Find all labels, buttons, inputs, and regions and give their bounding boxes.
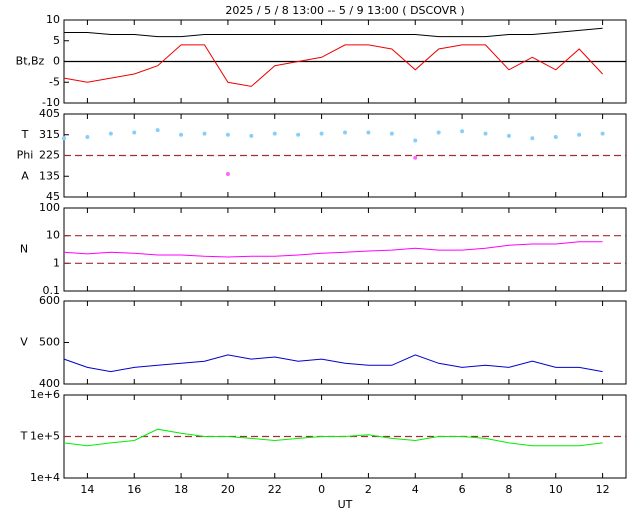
data-point [530, 136, 535, 141]
y-axis-label: A [21, 169, 29, 182]
data-point [343, 130, 347, 135]
data-point [132, 130, 137, 135]
y-axis-label: Bt,Bz [16, 55, 45, 68]
y-tick-label: 45 [46, 190, 60, 203]
data-point [600, 131, 605, 136]
data-line [63, 354, 603, 373]
data-point [108, 131, 113, 136]
data-point [296, 132, 301, 137]
y-tick-label: 0 [53, 55, 60, 68]
x-tick-label: 10 [549, 483, 563, 496]
data-point [436, 130, 441, 135]
y-tick-label: 315 [39, 128, 60, 141]
data-point [225, 132, 230, 137]
y-tick-label: 10 [46, 229, 60, 242]
y-tick-label: 5 [53, 34, 60, 47]
y-tick-label: 1e+6 [30, 388, 60, 401]
x-tick-label: 20 [221, 483, 235, 496]
x-tick-label: 0 [318, 483, 325, 496]
x-tick-label: 6 [459, 483, 466, 496]
data-point [483, 131, 488, 136]
data-point [272, 131, 277, 136]
data-point [577, 132, 582, 137]
data-point [85, 135, 90, 140]
data-line [63, 428, 603, 447]
y-tick-label: 135 [39, 169, 60, 182]
x-tick-label: 22 [268, 483, 282, 496]
data-point [319, 131, 324, 136]
y-tick-label: 100 [39, 201, 60, 214]
data-point [553, 135, 558, 140]
x-tick-label: 14 [80, 483, 94, 496]
data-point [155, 128, 160, 133]
data-point [62, 136, 66, 141]
y-tick-label: 1e+5 [30, 430, 60, 443]
y-axis-label: T [21, 128, 29, 141]
y-tick-label: 0.1 [43, 284, 61, 297]
data-point [202, 131, 207, 136]
x-tick-label: 16 [127, 483, 141, 496]
y-axis-label: V [20, 336, 28, 349]
x-tick-label: 4 [412, 483, 419, 496]
data-point [179, 132, 184, 137]
data-point [389, 131, 394, 136]
y-tick-label: 400 [39, 377, 60, 390]
data-point [506, 133, 511, 138]
data-line [63, 241, 603, 258]
plot-frame [63, 300, 627, 385]
x-tick-label: 2 [365, 483, 372, 496]
x-tick-label: 12 [596, 483, 610, 496]
y-tick-label: -10 [42, 96, 60, 109]
x-tick-label: 8 [505, 483, 512, 496]
chart-title: 2025 / 5 / 8 13:00 -- 5 / 9 13:00 ( DSCO… [225, 4, 464, 17]
data-point [460, 129, 465, 134]
y-tick-label: 500 [39, 336, 60, 349]
data-line [64, 27, 603, 38]
y-axis-label: N [20, 243, 28, 256]
plot-frame [63, 207, 627, 292]
y-tick-label: 600 [39, 294, 60, 307]
data-point [249, 133, 254, 138]
data-point [225, 171, 230, 176]
y-tick-label: 405 [39, 107, 60, 120]
y-axis-label: Phi [17, 149, 34, 162]
data-point [413, 155, 418, 160]
y-tick-label: 225 [39, 149, 60, 162]
y-axis-label: T [20, 430, 28, 443]
y-tick-label: 10 [46, 13, 60, 26]
x-axis-label: UT [338, 498, 353, 511]
data-line [63, 44, 603, 87]
data-point [413, 138, 418, 143]
data-point [366, 130, 371, 135]
y-tick-label: 1 [53, 256, 60, 269]
x-tick-label: 18 [174, 483, 188, 496]
y-tick-label: 1e+4 [30, 471, 60, 484]
y-tick-label: -5 [49, 75, 60, 88]
